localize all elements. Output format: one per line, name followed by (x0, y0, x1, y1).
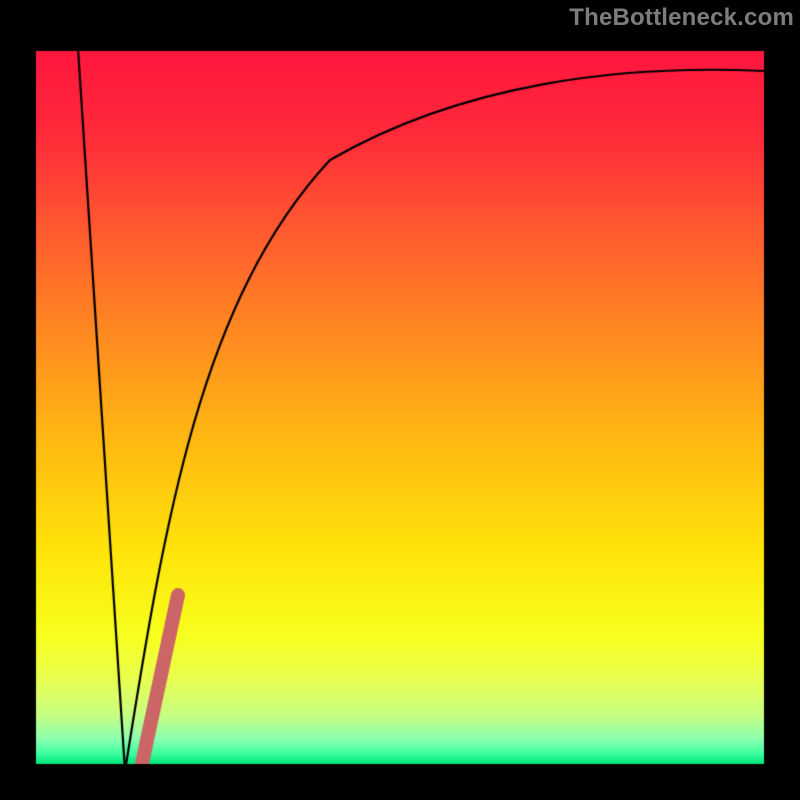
chart-stage: TheBottleneck.com (0, 0, 800, 800)
chart-canvas (0, 0, 800, 800)
watermark-text: TheBottleneck.com (569, 4, 794, 32)
